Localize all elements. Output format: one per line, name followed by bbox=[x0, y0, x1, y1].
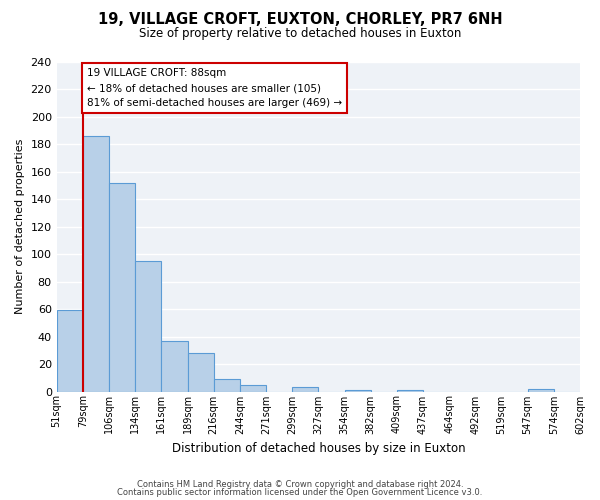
Bar bbox=[109, 182, 135, 392]
Bar bbox=[240, 384, 266, 392]
Bar bbox=[292, 388, 319, 392]
Text: 19 VILLAGE CROFT: 88sqm
← 18% of detached houses are smaller (105)
81% of semi-d: 19 VILLAGE CROFT: 88sqm ← 18% of detache… bbox=[87, 68, 342, 108]
Y-axis label: Number of detached properties: Number of detached properties bbox=[15, 139, 25, 314]
X-axis label: Distribution of detached houses by size in Euxton: Distribution of detached houses by size … bbox=[172, 442, 465, 455]
Bar bbox=[56, 310, 83, 392]
Bar bbox=[344, 390, 371, 392]
Text: Contains public sector information licensed under the Open Government Licence v3: Contains public sector information licen… bbox=[118, 488, 482, 497]
Text: 19, VILLAGE CROFT, EUXTON, CHORLEY, PR7 6NH: 19, VILLAGE CROFT, EUXTON, CHORLEY, PR7 … bbox=[98, 12, 502, 28]
Bar bbox=[187, 353, 214, 392]
Bar bbox=[527, 389, 554, 392]
Text: Contains HM Land Registry data © Crown copyright and database right 2024.: Contains HM Land Registry data © Crown c… bbox=[137, 480, 463, 489]
Bar bbox=[161, 340, 187, 392]
Bar bbox=[83, 136, 109, 392]
Bar bbox=[135, 261, 161, 392]
Text: Size of property relative to detached houses in Euxton: Size of property relative to detached ho… bbox=[139, 28, 461, 40]
Bar bbox=[397, 390, 423, 392]
Bar bbox=[214, 379, 240, 392]
